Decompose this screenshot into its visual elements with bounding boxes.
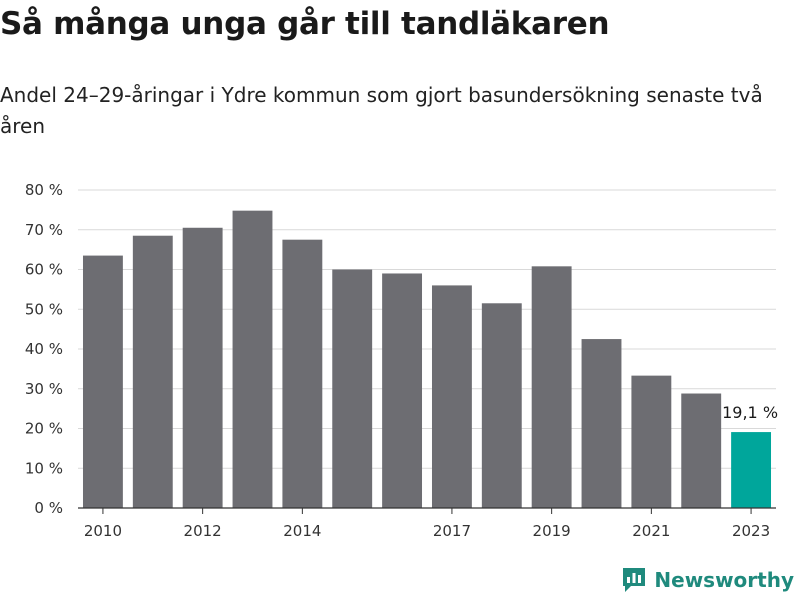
bar-2020 — [581, 339, 622, 508]
y-tick-label: 0 % — [34, 499, 63, 517]
x-tick-label: 2019 — [533, 522, 571, 540]
bar-2017 — [431, 285, 472, 508]
x-tick-label: 2021 — [632, 522, 670, 540]
bar-2013 — [232, 210, 273, 509]
bar-2011 — [132, 235, 173, 508]
bar-2016 — [382, 273, 423, 508]
bar-2019 — [531, 266, 572, 508]
bar-chart: 0 % 10 % 20 % 30 % 40 % 50 % 60 % 70 % 80 % 2010… — [25, 181, 778, 540]
x-tick-label: 2014 — [283, 522, 321, 540]
y-tick-label: 40 % — [25, 340, 63, 358]
bar-2018 — [481, 303, 522, 508]
bar-2021 — [631, 375, 672, 508]
chart-title: Så många unga går till tandläkaren — [0, 6, 610, 42]
y-tick-label: 10 % — [25, 459, 63, 477]
bar-2023 — [731, 432, 772, 508]
x-tick-label: 2017 — [433, 522, 471, 540]
y-tick-label: 80 % — [25, 181, 63, 199]
y-tick-label: 30 % — [25, 380, 63, 398]
y-tick-label: 60 % — [25, 261, 63, 279]
data-label-2023: 19,1 % — [722, 403, 778, 422]
bar-2012 — [182, 227, 223, 508]
newsworthy-logo-icon — [623, 568, 646, 592]
bars — [82, 210, 772, 509]
bar-2015 — [332, 269, 373, 508]
x-tick-label: 2012 — [184, 522, 222, 540]
data-labels: 19,1 % — [722, 403, 778, 422]
bar-2014 — [282, 239, 323, 508]
x-axis-ticks: 2010 2012 2014 2017 2019 2021 2023 — [84, 508, 770, 540]
bar-2010 — [82, 255, 123, 508]
bar-2022 — [681, 393, 722, 508]
y-tick-label: 50 % — [25, 300, 63, 318]
x-tick-label: 2010 — [84, 522, 122, 540]
x-tick-label: 2023 — [732, 522, 770, 540]
y-axis-ticks: 0 % 10 % 20 % 30 % 40 % 50 % 60 % 70 % 80 % — [25, 181, 63, 517]
y-tick-label: 20 % — [25, 420, 63, 438]
newsworthy-logo: Newsworthy — [621, 566, 794, 594]
chart-subtitle: Andel 24–29-åringar i Ydre kommun som gj… — [0, 83, 763, 138]
y-tick-label: 70 % — [25, 221, 63, 239]
brand-name: Newsworthy — [654, 568, 794, 592]
